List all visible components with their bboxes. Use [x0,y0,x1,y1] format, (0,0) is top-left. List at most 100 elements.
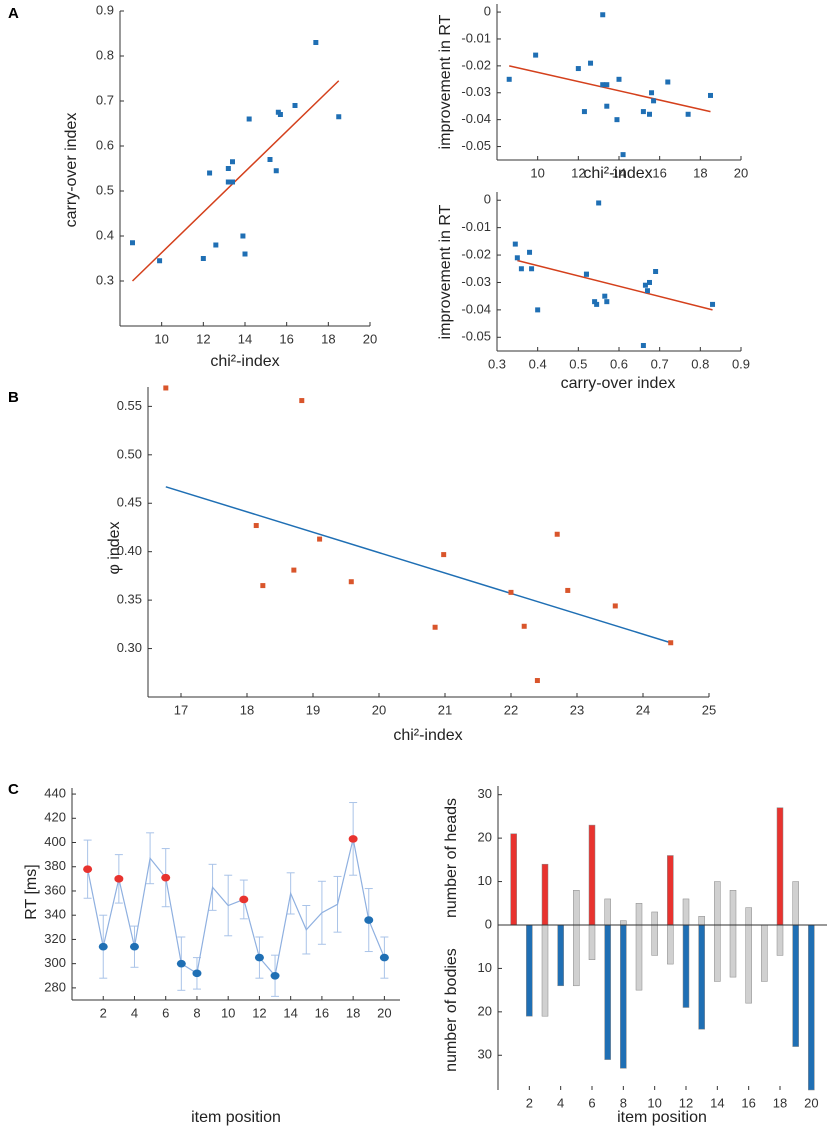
point [512,241,518,247]
x-tick-label: 10 [647,1095,661,1110]
marker [161,873,171,882]
y-axis-label: improvement in RT [437,14,454,149]
y-tick-label: 380 [44,858,66,873]
point [565,587,571,593]
bar [526,924,533,1017]
bar [682,924,690,1008]
point [514,255,520,261]
bar [745,907,752,926]
x-tick-label: 16 [279,331,293,346]
x-axis-label: chi²-index [393,727,462,744]
y-axis-label: RT [ms] [23,864,40,919]
x-axis-label: item position [191,1109,281,1126]
bar [667,924,674,965]
y-tick-label: 0.8 [96,47,114,62]
x-tick-label: 6 [588,1095,595,1110]
y-tick-label: 0.6 [96,137,114,152]
y-tick-label: 0.40 [117,543,142,558]
bar [714,924,721,982]
marker [114,875,124,883]
point [260,583,266,589]
y-tick-label: 300 [44,955,66,970]
x-tick-label: 16 [652,165,666,180]
point [644,288,650,294]
point [665,79,671,85]
bar [541,924,549,1017]
x-tick-label: 18 [321,331,335,346]
y-tick-label: -0.01 [461,30,491,45]
y-tick-label: 0.9 [96,2,114,17]
bar [651,911,658,926]
y-axis-label: φ index [106,521,123,574]
point [521,623,527,629]
panel-label: A [8,5,19,22]
bar [792,881,799,926]
x-tick-label: 20 [377,1005,391,1020]
x-tick-label: 20 [804,1095,818,1110]
x-tick-label: 0.3 [488,356,506,371]
point [583,271,589,277]
point [163,385,169,391]
point [508,589,514,595]
x-tick-label: 14 [238,331,252,346]
x-tick-label: 17 [174,702,188,717]
point [581,109,587,115]
point [651,98,657,104]
marker [176,959,186,968]
point [620,152,626,158]
y-tick-label: -0.01 [461,219,491,234]
x-tick-label: 20 [372,702,386,717]
point [253,523,259,529]
bar [510,833,517,926]
bar [792,924,799,1047]
rt-line [87,838,385,978]
point [225,166,231,171]
x-axis-label: carry-over index [561,375,676,392]
x-axis-label: chi²-index [583,165,652,182]
point [230,179,235,185]
point [267,157,273,162]
point [242,251,248,257]
x-tick-label: 14 [283,1005,297,1020]
y-tick-label: -0.05 [461,138,491,153]
x-tick-label: 12 [679,1095,693,1110]
bar [620,920,627,926]
y-tick-label: 0 [484,192,491,207]
marker [129,942,139,951]
marker [83,865,93,873]
point [348,579,354,585]
point [291,567,297,573]
point [594,301,600,307]
point [299,398,305,404]
point [533,52,539,58]
point [647,279,652,285]
marker [364,916,374,924]
panel-label: B [8,389,19,406]
x-tick-label: 21 [438,702,452,717]
x-tick-label: 0.5 [569,356,587,371]
x-tick-label: 8 [193,1005,200,1020]
point [588,60,594,66]
point [529,266,535,272]
y-tick-label: 0 [484,4,491,19]
marker [379,953,389,962]
point [612,603,618,609]
point [432,624,438,630]
x-tick-label: 25 [702,702,716,717]
x-tick-label: 20 [734,165,748,180]
y-tick-label: 360 [44,882,66,897]
point [535,307,541,313]
point [225,179,231,185]
x-tick-label: 12 [252,1005,266,1020]
point [246,116,252,122]
bar [635,903,643,926]
x-tick-label: 4 [557,1095,564,1110]
bar [776,924,784,956]
x-tick-label: 22 [504,702,518,717]
y-tick-label: 30 [478,786,492,801]
x-tick-label: 18 [693,165,707,180]
bar [588,824,596,926]
point [534,678,540,684]
y-tick-label: 400 [44,834,66,849]
